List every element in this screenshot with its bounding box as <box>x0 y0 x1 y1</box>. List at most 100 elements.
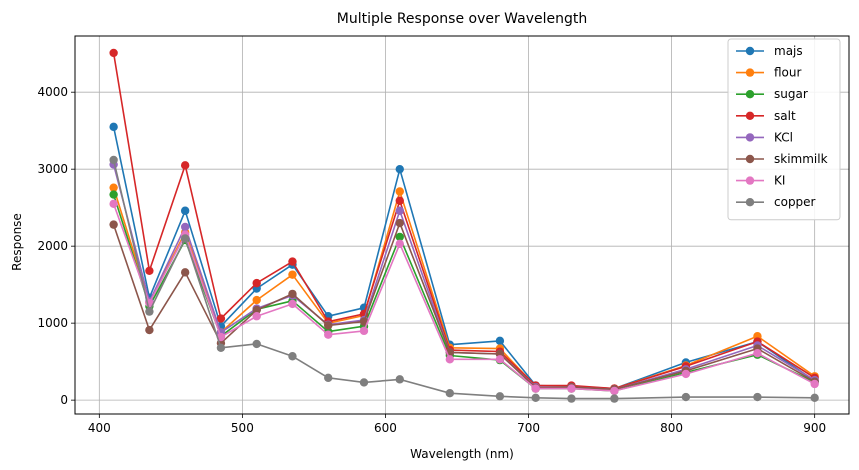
legend-swatch-marker <box>745 198 755 207</box>
data-point <box>109 220 118 229</box>
data-point <box>395 206 404 215</box>
data-point <box>324 330 333 339</box>
data-point <box>216 343 226 352</box>
series-skimmilk <box>109 218 819 394</box>
data-point <box>531 384 540 393</box>
data-point <box>180 234 190 243</box>
data-point <box>395 187 404 196</box>
legend-swatch-marker <box>745 46 755 56</box>
data-point <box>288 299 297 309</box>
data-point <box>395 232 404 242</box>
legend-swatch-marker <box>745 111 755 121</box>
legend-label: skimmilk <box>774 152 828 166</box>
data-point <box>445 389 455 398</box>
legend-item-salt: salt <box>736 109 796 123</box>
legend-swatch-marker <box>745 133 755 142</box>
y-tick-label: 1000 <box>37 316 68 330</box>
series-flour <box>109 183 819 393</box>
data-point <box>567 394 576 403</box>
data-point <box>109 199 118 209</box>
legend-swatch-marker <box>745 68 755 77</box>
data-point <box>252 339 261 349</box>
data-point <box>359 326 369 336</box>
legend-item-majs: majs <box>736 44 803 58</box>
legend-item-sugar: sugar <box>736 87 808 101</box>
y-tick-label: 0 <box>60 393 68 407</box>
legend-label: salt <box>774 109 796 123</box>
data-point <box>495 355 505 364</box>
data-point <box>288 270 297 279</box>
legend-swatch-marker <box>745 90 755 99</box>
data-point <box>288 352 297 361</box>
data-point <box>180 161 190 170</box>
legend-box <box>727 38 841 221</box>
data-point <box>610 394 619 403</box>
x-tick-label: 600 <box>374 421 397 435</box>
data-point <box>145 307 154 316</box>
data-point <box>216 314 226 323</box>
axis-ticks: 400 500 600 700 800 900 0 1000 2000 3000 4000 <box>37 85 826 435</box>
legend: majs flour sugar salt KCl skimmilk KI copper <box>727 38 841 221</box>
x-tick-label: 400 <box>88 421 111 435</box>
data-point <box>495 392 505 401</box>
data-point <box>180 206 190 215</box>
data-point <box>252 278 261 288</box>
data-point <box>395 196 404 205</box>
legend-swatch-marker <box>745 154 755 164</box>
legend-item-ki: KI <box>736 174 785 188</box>
data-point <box>145 325 154 335</box>
x-tick-label: 900 <box>803 421 826 435</box>
data-point <box>610 386 619 396</box>
data-point <box>109 155 118 165</box>
chart-title: Multiple Response over Wavelength <box>337 11 587 27</box>
legend-label: KI <box>774 174 785 188</box>
data-point <box>531 393 540 403</box>
y-axis-label: Response <box>10 213 24 271</box>
x-tick-label: 800 <box>660 421 683 435</box>
data-point <box>495 336 505 346</box>
data-point <box>180 268 190 277</box>
data-point <box>359 378 369 387</box>
data-point <box>810 379 819 389</box>
legend-item-kcl: KCl <box>736 130 793 144</box>
data-point <box>753 392 762 402</box>
data-point <box>395 218 404 228</box>
data-point <box>109 48 118 58</box>
data-point <box>288 257 297 266</box>
x-tick-label: 500 <box>231 421 254 435</box>
data-point <box>252 312 261 321</box>
legend-label: KCl <box>774 130 793 144</box>
data-point <box>109 183 118 192</box>
data-point <box>395 239 404 249</box>
plot-frame <box>74 35 850 415</box>
data-point <box>109 190 118 199</box>
legend-label: flour <box>774 66 802 80</box>
series-ki <box>109 199 819 396</box>
data-point <box>567 384 576 393</box>
data-point <box>395 164 404 174</box>
data-point <box>252 295 261 305</box>
legend-item-skimmilk: skimmilk <box>736 152 828 166</box>
data-point <box>681 392 691 402</box>
legend-item-copper: copper <box>736 195 816 209</box>
data-point <box>288 289 297 299</box>
data-point <box>681 369 691 379</box>
series-sugar <box>109 190 819 396</box>
legend-label: majs <box>774 44 803 58</box>
y-tick-label: 2000 <box>37 239 68 253</box>
series-salt <box>109 48 819 393</box>
data-point <box>445 355 455 364</box>
data-point <box>324 321 333 330</box>
data-point <box>252 305 261 315</box>
y-tick-label: 4000 <box>37 85 68 99</box>
series-layer <box>109 48 819 403</box>
x-axis-label: Wavelength (nm) <box>410 447 514 461</box>
data-point <box>109 122 118 132</box>
legend-item-flour: flour <box>736 66 802 80</box>
data-point <box>145 266 154 276</box>
y-tick-label: 3000 <box>37 162 68 176</box>
data-point <box>395 375 404 384</box>
legend-label: copper <box>774 195 816 209</box>
x-tick-label: 700 <box>517 421 540 435</box>
